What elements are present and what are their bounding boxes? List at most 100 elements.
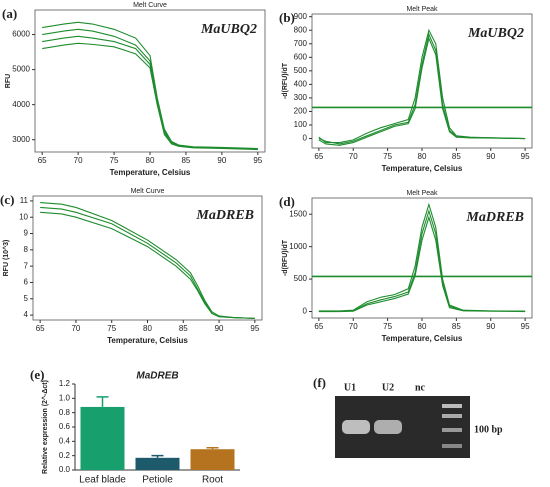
x-tick-label: 85 bbox=[452, 152, 461, 161]
x-tick-label: 90 bbox=[217, 156, 226, 165]
panel: 3000 4000 5000 6000 RFU (a) 65 70 75 80 85 90 95 Temp… bbox=[2, 2, 266, 177]
x-tick-label: 80 bbox=[143, 324, 152, 333]
error-bar bbox=[206, 447, 219, 450]
panel: 0.0 0.2 0.4 0.6 0.8 1.0 1.2 Relative expression… bbox=[30, 367, 240, 486]
panel-label: (a) bbox=[2, 6, 17, 21]
x-tick-label: 95 bbox=[250, 324, 259, 333]
x-axis-label: Temperature, Celsius bbox=[382, 334, 463, 343]
y-tick-label: 400 bbox=[294, 79, 308, 88]
curve bbox=[318, 32, 526, 145]
y-tick-label: 600 bbox=[294, 52, 308, 61]
marker-label: 100 bp bbox=[474, 424, 503, 435]
annotation: MaUBQ2 bbox=[200, 22, 257, 37]
y-tick-label: 6 bbox=[24, 278, 29, 287]
panel: 4 5 6 7 8 9 10 11 RFU (10^3) (c) 65 70 75 80 85 90 95 Tem… bbox=[0, 188, 263, 345]
ladder-band bbox=[442, 414, 462, 418]
y-tick-label: 500 bbox=[294, 66, 308, 75]
y-tick-label: 10 bbox=[19, 212, 28, 221]
y-tick-label: 8 bbox=[24, 245, 29, 254]
x-axis-label: Temperature, Celsius bbox=[110, 168, 191, 177]
curve bbox=[318, 209, 526, 312]
y-tick-label: 700 bbox=[294, 39, 308, 48]
lane-label: nc bbox=[415, 382, 426, 393]
y-tick-label: 300 bbox=[294, 93, 308, 102]
x-tick-label: 65 bbox=[314, 322, 323, 331]
y-tick-label: 4 bbox=[24, 310, 29, 319]
error-bar bbox=[96, 396, 109, 407]
x-tick-label: 80 bbox=[418, 322, 427, 331]
x-tick-label: Root bbox=[202, 475, 223, 486]
y-tick-label: 9 bbox=[24, 229, 29, 238]
x-tick-label: Petiole bbox=[142, 475, 173, 486]
chart-title: Melt Peak bbox=[406, 190, 438, 197]
panel-label: (d) bbox=[279, 194, 295, 209]
y-axis-label: -d(RFU)/dT bbox=[282, 239, 289, 276]
y-tick-label: 800 bbox=[294, 25, 308, 34]
y-tick-label: 0.2 bbox=[59, 451, 71, 460]
error-bar bbox=[151, 454, 164, 458]
x-tick-label: 75 bbox=[107, 324, 116, 333]
y-tick-label: 5 bbox=[24, 294, 29, 303]
y-tick-label: 5000 bbox=[12, 65, 30, 74]
curve bbox=[42, 21, 258, 150]
ladder-band bbox=[442, 428, 462, 432]
x-tick-label: 80 bbox=[146, 156, 155, 165]
curve bbox=[42, 28, 258, 150]
y-tick-label: 1.2 bbox=[59, 379, 71, 388]
bar bbox=[135, 457, 180, 470]
y-tick-label: 0.6 bbox=[59, 422, 71, 431]
y-tick-label: 11 bbox=[20, 196, 29, 205]
ladder-band bbox=[442, 444, 462, 448]
chart-title: Melt Curve bbox=[131, 188, 165, 195]
panel: 0 100 200 300 400 500 600 700 800 900 -d(RFU)/dT (b… bbox=[279, 6, 533, 173]
panel-label: (f) bbox=[313, 375, 326, 390]
x-tick-label: 80 bbox=[418, 152, 427, 161]
y-tick-label: 6000 bbox=[12, 30, 30, 39]
bar bbox=[190, 449, 235, 470]
x-axis-label: Temperature, Celsius bbox=[107, 336, 188, 345]
x-tick-label: 75 bbox=[383, 322, 392, 331]
y-tick-label: 200 bbox=[294, 107, 308, 116]
y-axis-label: RFU bbox=[5, 74, 12, 88]
x-tick-label: Leaf blade bbox=[79, 475, 126, 486]
y-tick-label: 0.0 bbox=[59, 465, 71, 474]
chart-title: Melt Curve bbox=[133, 2, 167, 9]
x-tick-label: 85 bbox=[181, 156, 190, 165]
panel: 0 500 1000 1500 -d(RFU)/dT (d) 65 70 75 80 85 90 95 T… bbox=[279, 190, 533, 343]
panel-label: (c) bbox=[0, 192, 14, 207]
curve bbox=[318, 202, 526, 312]
y-tick-label: 7 bbox=[24, 261, 29, 270]
lane-label: U2 bbox=[382, 382, 394, 393]
y-axis-label: -d(RFU)/dT bbox=[282, 62, 289, 99]
curve bbox=[318, 36, 526, 146]
y-tick-label: 100 bbox=[294, 120, 308, 129]
x-tick-label: 70 bbox=[349, 152, 358, 161]
band bbox=[342, 420, 370, 434]
annotation: MaDREB bbox=[195, 208, 254, 223]
y-tick-label: 3000 bbox=[12, 135, 30, 144]
chart-title: Melt Peak bbox=[406, 6, 438, 13]
curve bbox=[40, 201, 255, 319]
ladder-band bbox=[442, 404, 462, 408]
lane-label: U1 bbox=[344, 382, 356, 393]
panel-label: (e) bbox=[30, 367, 44, 382]
x-tick-label: 70 bbox=[74, 156, 83, 165]
curve bbox=[40, 211, 255, 319]
x-tick-label: 75 bbox=[383, 152, 392, 161]
x-tick-label: 90 bbox=[486, 152, 495, 161]
x-tick-label: 85 bbox=[179, 324, 188, 333]
curve bbox=[42, 35, 258, 150]
y-axis-label: Relative expression (2^-Δct) bbox=[41, 380, 49, 474]
y-tick-label: 4000 bbox=[12, 100, 30, 109]
chart-title: MaDREB bbox=[136, 371, 178, 382]
y-tick-label: 0 bbox=[303, 307, 308, 316]
x-tick-label: 65 bbox=[38, 156, 47, 165]
y-tick-label: 500 bbox=[294, 274, 308, 283]
gel: (f) U1 U2 nc 100 bp bbox=[313, 375, 503, 458]
y-axis-label: RFU (10^3) bbox=[2, 240, 10, 277]
x-tick-label: 95 bbox=[253, 156, 262, 165]
curve bbox=[40, 206, 255, 319]
y-tick-label: 0 bbox=[303, 134, 308, 143]
panel-label: (b) bbox=[279, 10, 295, 25]
x-tick-label: 70 bbox=[349, 322, 358, 331]
